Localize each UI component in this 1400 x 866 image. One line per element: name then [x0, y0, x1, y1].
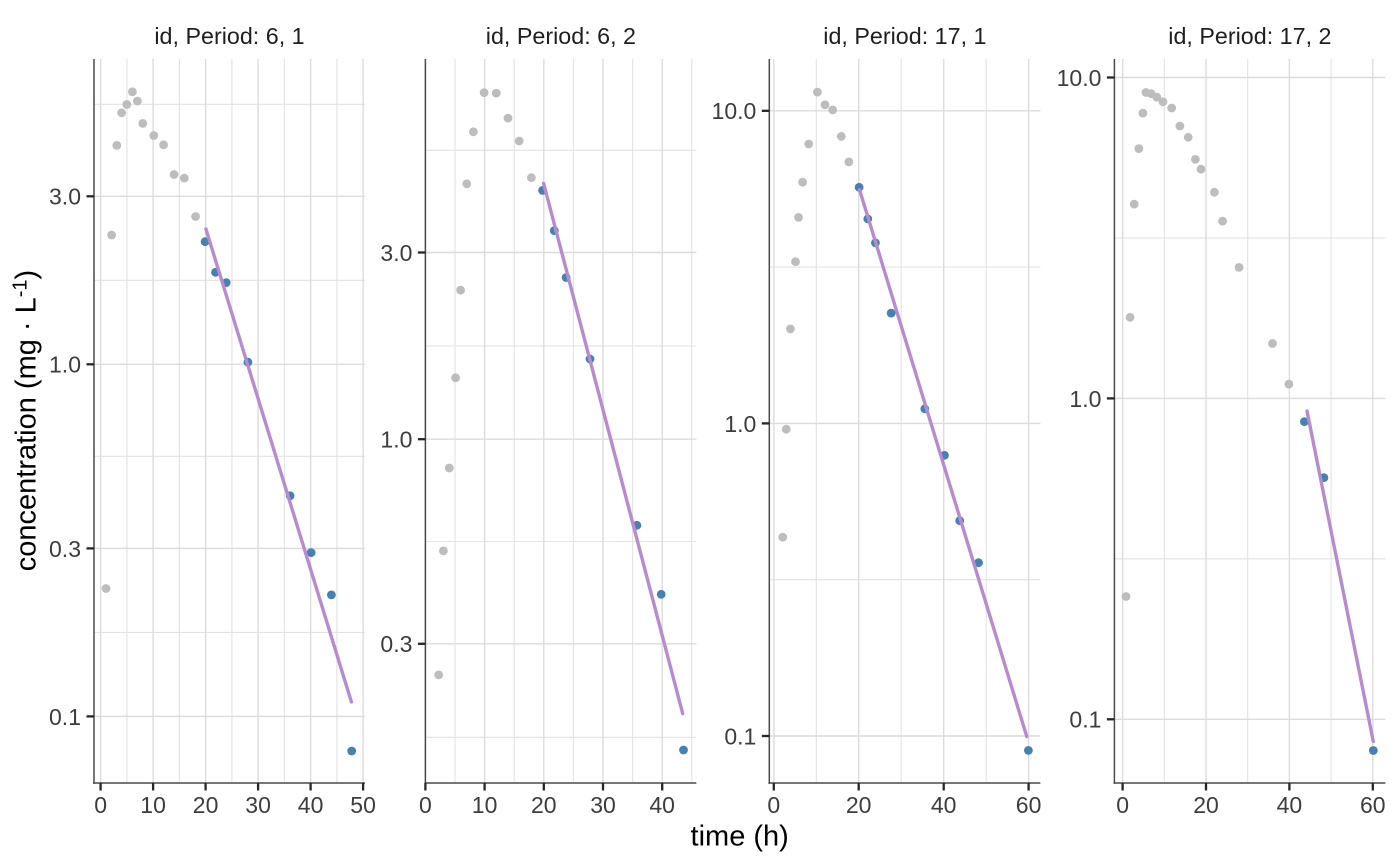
- svg-text:0: 0: [767, 792, 780, 818]
- svg-text:10.0: 10.0: [712, 98, 757, 124]
- svg-text:0: 0: [419, 792, 432, 818]
- svg-text:1.0: 1.0: [49, 352, 81, 378]
- svg-text:time (h): time (h): [691, 821, 789, 853]
- svg-text:20: 20: [531, 792, 557, 818]
- svg-text:10: 10: [140, 792, 166, 818]
- svg-text:3.0: 3.0: [49, 184, 81, 210]
- svg-text:id, Period: 6, 2: id, Period: 6, 2: [486, 23, 636, 49]
- svg-text:1.0: 1.0: [380, 427, 412, 453]
- svg-text:30: 30: [590, 792, 616, 818]
- svg-text:id, Period: 17, 1: id, Period: 17, 1: [823, 23, 986, 49]
- svg-text:0.1: 0.1: [724, 723, 756, 749]
- svg-text:20: 20: [1193, 792, 1219, 818]
- svg-text:0.3: 0.3: [380, 631, 412, 657]
- svg-text:0.1: 0.1: [49, 704, 81, 730]
- svg-text:3.0: 3.0: [380, 240, 412, 266]
- svg-text:20: 20: [193, 792, 219, 818]
- svg-text:0.1: 0.1: [1069, 707, 1101, 733]
- svg-text:20: 20: [846, 792, 872, 818]
- svg-text:40: 40: [1277, 792, 1303, 818]
- svg-text:10.0: 10.0: [1057, 65, 1102, 91]
- svg-text:concentration (mg · L-1): concentration (mg · L-1): [10, 270, 43, 571]
- svg-text:1.0: 1.0: [724, 411, 756, 437]
- svg-text:50: 50: [350, 792, 376, 818]
- svg-text:60: 60: [1016, 792, 1042, 818]
- svg-text:1.0: 1.0: [1069, 386, 1101, 412]
- svg-text:40: 40: [931, 792, 957, 818]
- svg-text:0.3: 0.3: [49, 536, 81, 562]
- svg-text:40: 40: [649, 792, 675, 818]
- svg-text:40: 40: [298, 792, 324, 818]
- svg-text:id, Period: 6, 1: id, Period: 6, 1: [154, 23, 304, 49]
- svg-text:0: 0: [1116, 792, 1129, 818]
- svg-text:30: 30: [245, 792, 271, 818]
- svg-text:0: 0: [94, 792, 107, 818]
- svg-text:id, Period: 17, 2: id, Period: 17, 2: [1168, 23, 1331, 49]
- svg-text:10: 10: [472, 792, 498, 818]
- svg-text:60: 60: [1360, 792, 1386, 818]
